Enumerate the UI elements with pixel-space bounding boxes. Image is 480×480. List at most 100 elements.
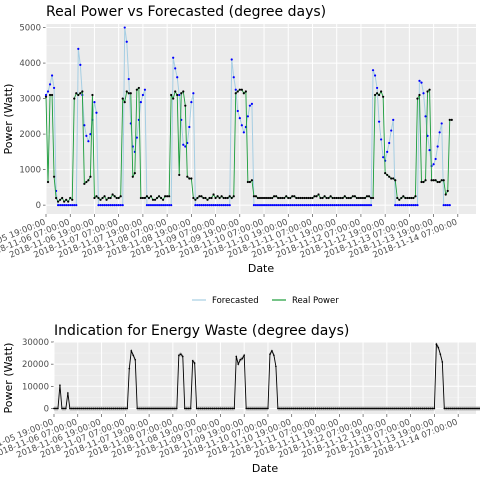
chart1-series-real-power-point: [151, 198, 155, 201]
chart1-series-forecast-point: [198, 204, 201, 207]
chart1-series-real-power-point: [363, 196, 367, 200]
chart1-series-forecast-point: [212, 204, 215, 207]
chart1-series-forecast-point: [388, 141, 391, 145]
chart1-series-forecast-point: [103, 204, 106, 207]
chart2-series-point: [290, 407, 293, 410]
chart2-series-point: [296, 407, 299, 410]
chart2-series-point: [193, 362, 196, 364]
chart1-series-real-power-point: [220, 195, 223, 198]
chart2-series-point: [221, 407, 224, 410]
chart1-series-forecast-point: [434, 157, 437, 161]
chart2-series-point: [98, 407, 101, 410]
chart1-series-forecast-point: [416, 204, 419, 207]
chart1-series-real-power-point: [170, 93, 173, 97]
chart2-series-point: [346, 407, 349, 410]
chart1-series-real-power-point: [135, 88, 138, 91]
chart2-series-point: [146, 407, 148, 410]
chart1-series-forecast-point: [67, 204, 70, 207]
chart2-series-point: [73, 407, 75, 410]
chart2-series-point: [253, 407, 255, 410]
chart1-series-real-power-point: [139, 196, 142, 200]
chart2-series-point: [439, 353, 442, 355]
chart1-series-real-power-point: [65, 198, 68, 201]
chart1-series-forecast-point: [50, 74, 54, 77]
chart2-series-point: [279, 407, 281, 410]
chart1-series-forecast-point: [442, 204, 445, 207]
chart2-series-point: [401, 407, 404, 410]
chart1-series-forecast-point: [77, 47, 80, 50]
chart1-series-real-power-point: [305, 196, 308, 200]
chart1-series-real-power-point: [129, 92, 132, 95]
chart1-series-forecast-point: [404, 204, 407, 207]
chart1-series-real-power-point: [216, 195, 219, 198]
chart2-series-point: [308, 407, 311, 410]
chart1-series-forecast-point: [170, 204, 173, 207]
chart2-series-point: [225, 407, 228, 410]
chart2-series-point: [128, 367, 131, 370]
chart2-series-point: [463, 407, 465, 410]
chart1-series-real-power-point: [145, 195, 149, 198]
chart1-series-real-power-point: [133, 172, 136, 175]
chart1-series-forecast-point: [125, 40, 128, 43]
chart1-series-forecast-point: [192, 92, 195, 95]
chart1-series-forecast-point: [172, 56, 175, 59]
chart1-series-forecast-point: [373, 74, 377, 77]
chart1-series-forecast-point: [168, 204, 171, 207]
chart1-series-forecast-point: [216, 204, 219, 207]
chart1-series-forecast-point: [377, 120, 381, 123]
chart1-series-real-power-point: [303, 196, 306, 200]
chart1-legend: Forecasted Real Power: [192, 296, 339, 306]
chart2-series-point: [374, 407, 376, 410]
chart1-series-forecast-point: [355, 204, 358, 207]
chart2-series-point: [395, 407, 398, 410]
chart1-series-real-power-point: [380, 90, 383, 93]
chart1-series-real-power-point: [242, 92, 245, 95]
chart2-series-point: [100, 407, 103, 410]
chart1-series-real-power-point: [291, 195, 294, 198]
chart2-series-point: [350, 407, 352, 410]
chart2-series-point: [166, 407, 168, 410]
chart2-x-axis-title: Date: [252, 462, 279, 475]
chart1-series-real-power-point: [117, 196, 120, 200]
chart1-series-real-power-point: [448, 118, 451, 121]
chart1-series-forecast-point: [248, 104, 251, 107]
chart2-series-point: [368, 407, 370, 410]
chart2-series-point: [174, 407, 176, 410]
chart1-series-real-power-point: [119, 195, 122, 198]
chart1-series-real-power-point: [430, 179, 433, 182]
chart2-series-point: [110, 407, 113, 410]
chart2-series-point: [405, 407, 408, 410]
chart1-series-forecast-point: [111, 204, 114, 207]
chart1-series-real-power-point: [67, 200, 70, 203]
chart1-series-real-power-point: [178, 173, 181, 177]
chart1-series-forecast-point: [345, 204, 348, 207]
chart1-ytick-label: 1000: [19, 166, 41, 176]
chart2-series-point: [61, 407, 63, 410]
chart1-series-real-power-point: [252, 195, 256, 198]
chart1-series-real-power-point: [260, 196, 264, 200]
chart1-series-forecast-point: [313, 204, 316, 207]
chart2-series-point: [447, 407, 450, 410]
chart2-series-point: [106, 407, 109, 410]
chart1-series-forecast-point: [375, 86, 379, 90]
legend-label-real-power: Real Power: [292, 296, 339, 306]
chart2-series-point: [136, 407, 139, 410]
chart1-series-real-power-point: [382, 95, 385, 98]
chart1-series-real-power-point: [307, 196, 310, 200]
chart1-series-real-power-point: [279, 196, 282, 200]
chart2-series-point: [285, 407, 287, 410]
chart2-series-point: [245, 407, 247, 410]
chart1-ytick-label: 3000: [19, 95, 41, 105]
chart1-series-forecast-point: [319, 204, 322, 207]
chart1-series-forecast-point: [69, 204, 72, 207]
chart1-series-real-power-point: [266, 196, 270, 200]
chart1-series-forecast-point: [273, 204, 276, 207]
chart2-series-point: [241, 357, 244, 360]
chart1-series-forecast-point: [341, 204, 344, 207]
chart2-series-point: [90, 407, 93, 410]
chart1-series-real-power-point: [115, 196, 118, 200]
chart1-series-real-power-point: [166, 195, 169, 198]
chart1-series-real-power-point: [182, 90, 185, 93]
chart1-series-forecast-point: [178, 93, 181, 97]
